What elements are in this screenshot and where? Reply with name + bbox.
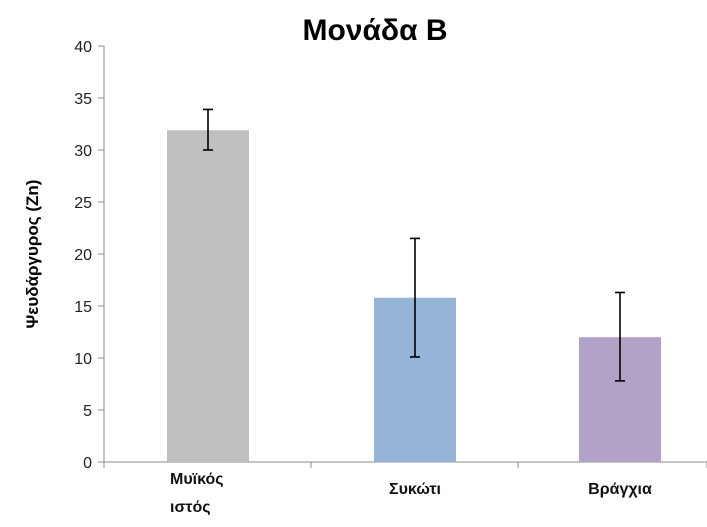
y-axis-label: Ψευδάργυρος (Zn) <box>23 180 42 329</box>
y-tick-label: 0 <box>83 455 92 472</box>
error-bars <box>203 108 625 382</box>
y-tick-label: 10 <box>74 351 92 368</box>
y-tick-label: 35 <box>74 91 92 108</box>
y-tick-label: 15 <box>74 299 92 316</box>
y-tick-label: 40 <box>74 39 92 56</box>
category-label: Μυϊκός <box>170 471 224 488</box>
y-tick-label: 5 <box>83 403 92 420</box>
category-label: Βράγχια <box>588 481 652 498</box>
y-tick-label: 25 <box>74 195 92 212</box>
category-labels: Μυϊκός ιστός Συκώτι Βράγχια <box>170 471 652 516</box>
y-tick-label: 30 <box>74 143 92 160</box>
bars <box>167 130 661 463</box>
category-label: ιστός <box>170 499 211 516</box>
y-tick-label: 20 <box>74 247 92 264</box>
bar <box>167 130 249 463</box>
category-label: Συκώτι <box>389 481 441 498</box>
chart-title: Μονάδα Β <box>302 14 447 47</box>
